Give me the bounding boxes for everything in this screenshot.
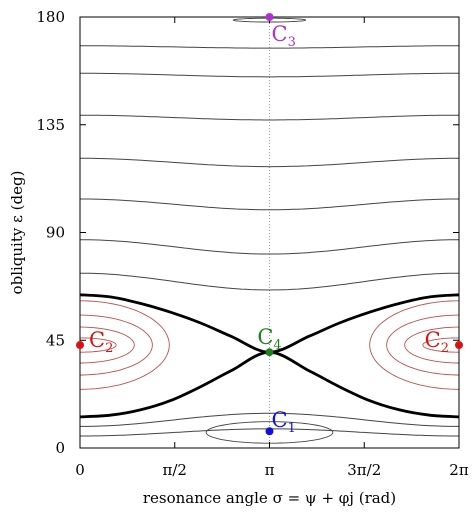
x-tick-label: 3π/2	[347, 461, 381, 479]
point-c2-marker	[455, 341, 463, 350]
x-tick-label: π/2	[163, 461, 187, 479]
c3-libration-0	[232, 17, 307, 23]
point-c2-label: C2	[89, 328, 113, 356]
point-c4-marker	[265, 348, 274, 357]
y-tick-label: 135	[36, 116, 65, 134]
point-c1-marker	[265, 427, 274, 436]
point-label-main: C	[272, 22, 288, 46]
y-tick-label: 0	[55, 439, 65, 457]
circulating-curve-0	[80, 45, 459, 49]
y-axis-label: obliquity ε (deg)	[8, 171, 26, 295]
point-label-sub: 4	[273, 338, 281, 353]
point-c1-label: C1	[272, 408, 296, 436]
x-tick-label: 0	[75, 461, 85, 479]
y-tick-label: 90	[46, 224, 65, 242]
x-tick-label: 2π	[449, 461, 469, 479]
circulating-curve-4	[80, 198, 459, 211]
point-c4-label: C4	[257, 325, 281, 353]
point-label-sub: 2	[105, 341, 113, 356]
point-c3-label: C3	[272, 22, 296, 50]
circulating-curve-7	[80, 412, 459, 427]
point-label-main: C	[272, 408, 288, 432]
point-label-sub: 2	[441, 341, 449, 356]
circulating-curve-3	[80, 157, 459, 168]
ticks-layer: 0 π/2 π 3π/2 2π 0 45 90 135 180	[36, 8, 468, 479]
point-c2-marker	[76, 341, 84, 350]
circulating-curve-1	[80, 72, 459, 78]
point-label-main: C	[425, 328, 441, 352]
circulating-curve-6	[80, 272, 459, 291]
point-c2-label: C2	[425, 328, 449, 356]
curves-layer	[79, 17, 460, 448]
c1-libration-0	[205, 421, 334, 444]
y-tick-label: 45	[46, 331, 65, 349]
point-label-main: C	[89, 328, 105, 352]
point-label-main: C	[257, 325, 273, 349]
y-tick-label: 180	[36, 8, 65, 26]
point-label-sub: 3	[288, 35, 296, 50]
circulating-curve-2	[80, 114, 459, 121]
circulating-curve-5	[80, 239, 459, 255]
point-label-sub: 1	[288, 421, 296, 436]
x-tick-label: π	[265, 461, 275, 479]
point-c3-marker	[265, 13, 274, 21]
x-axis-label: resonance angle σ = ψ + φj (rad)	[143, 489, 396, 507]
